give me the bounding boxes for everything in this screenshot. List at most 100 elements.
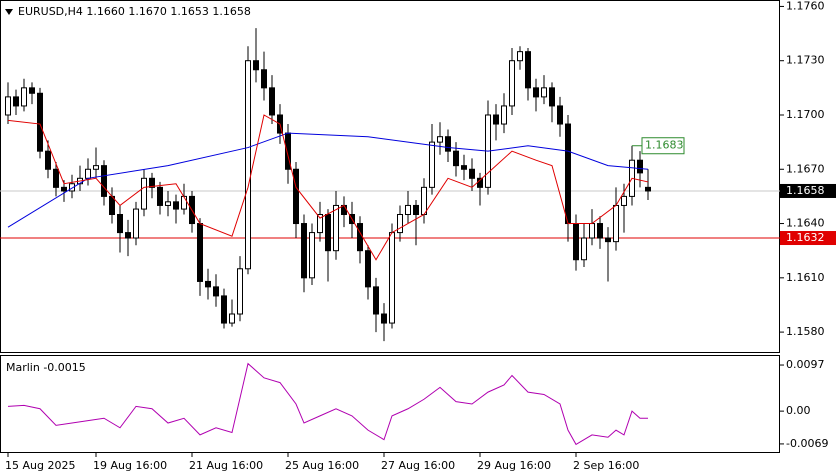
candle-body	[269, 87, 275, 116]
candle-body	[13, 96, 19, 107]
candle-body	[421, 186, 427, 215]
candle-body	[589, 223, 595, 239]
candle-body	[221, 295, 227, 324]
candle-body	[549, 87, 555, 107]
candle-body	[205, 280, 211, 288]
candle-body	[493, 114, 499, 125]
candle-body	[501, 105, 507, 125]
candle-body	[437, 136, 443, 143]
candle-body	[317, 213, 323, 234]
candle-body	[621, 195, 627, 206]
candle-body	[509, 60, 515, 107]
candle-body	[45, 150, 51, 170]
candle-body	[565, 123, 571, 225]
indicator-panel	[0, 355, 780, 453]
candle-body	[29, 87, 35, 94]
moving-average	[7, 132, 649, 228]
candle-body	[357, 223, 363, 252]
candle-body	[445, 136, 451, 152]
candle-body	[197, 223, 203, 282]
candle-body	[261, 69, 267, 89]
candle-body	[525, 51, 531, 89]
high-marker-label: 1.1683	[645, 139, 684, 152]
candle-body	[397, 213, 403, 234]
candle-body	[149, 177, 155, 188]
candle-body	[213, 286, 219, 297]
price-label: 1.1658	[786, 184, 825, 197]
candle-body	[309, 232, 315, 279]
candle-body	[557, 105, 563, 125]
candle-body	[405, 204, 411, 215]
x-tick-label: 15 Aug 2025	[5, 459, 75, 472]
y-tick-label: 1.1640	[786, 217, 825, 230]
y-tick-label: 1.1760	[786, 0, 825, 12]
candle-body	[165, 201, 171, 206]
candle-body	[21, 87, 27, 107]
y-tick-label: 0.0097	[786, 358, 825, 371]
x-tick-label: 25 Aug 16:00	[285, 459, 359, 472]
candle-body	[157, 186, 163, 206]
candle-body	[573, 223, 579, 261]
x-tick-label: 21 Aug 16:00	[189, 459, 263, 472]
candle-body	[381, 313, 387, 324]
candle-body	[541, 87, 547, 98]
x-tick-label: 2 Sep 16:00	[573, 459, 639, 472]
moving-average	[7, 114, 649, 261]
candle-body	[5, 96, 11, 116]
candle-body	[293, 168, 299, 225]
y-tick-label: 0.00	[786, 404, 811, 417]
candle-body	[581, 237, 587, 261]
candle-body	[53, 168, 59, 188]
candle-body	[101, 165, 107, 197]
candle-body	[125, 232, 131, 239]
candle-body	[645, 186, 651, 192]
x-tick-label: 19 Aug 16:00	[93, 459, 167, 472]
candle-body	[533, 87, 539, 98]
main-panel	[0, 0, 780, 353]
x-tick-label: 29 Aug 16:00	[477, 459, 551, 472]
candle-body	[173, 201, 179, 210]
candle-body	[133, 208, 139, 239]
candle-body	[613, 204, 619, 243]
candle-body	[253, 60, 259, 71]
candle-body	[517, 51, 523, 62]
candle-body	[61, 186, 67, 192]
x-tick-label: 27 Aug 16:00	[381, 459, 455, 472]
menu-arrow[interactable]	[5, 9, 13, 15]
candle-body	[117, 213, 123, 234]
candle-body	[461, 165, 467, 170]
candle-body	[229, 313, 235, 324]
candle-body	[69, 183, 75, 192]
candle-body	[333, 204, 339, 252]
indicator-line	[7, 362, 648, 446]
level-tag	[780, 231, 836, 246]
y-tick-label: 1.1610	[786, 271, 825, 284]
candle-body	[301, 223, 307, 279]
candle-body	[637, 159, 643, 174]
y-tick-label: -0.0069	[786, 437, 828, 450]
candle-body	[413, 204, 419, 215]
candle-body	[469, 168, 475, 179]
chart-title: EURUSD,H4 1.1660 1.1670 1.1653 1.1658	[18, 5, 251, 18]
candle-body	[93, 165, 99, 170]
candle-body	[373, 286, 379, 315]
candle-body	[237, 268, 243, 315]
y-tick-label: 1.1700	[786, 108, 825, 121]
price-tag	[780, 183, 836, 198]
y-tick-label: 1.1580	[786, 325, 825, 338]
indicator-title: Marlin -0.0015	[6, 361, 86, 374]
candle-body	[453, 150, 459, 167]
candle-body	[365, 250, 371, 288]
candle-body	[37, 92, 43, 152]
candle-body	[429, 141, 435, 188]
candle-body	[181, 195, 187, 210]
candle-body	[141, 177, 147, 210]
candle-body	[389, 232, 395, 324]
level-label: 1.1632	[786, 231, 825, 244]
candle-body	[605, 237, 611, 243]
candle-body	[597, 223, 603, 239]
candle-body	[245, 60, 251, 270]
candle-body	[85, 168, 91, 179]
high-marker-box	[641, 137, 685, 155]
